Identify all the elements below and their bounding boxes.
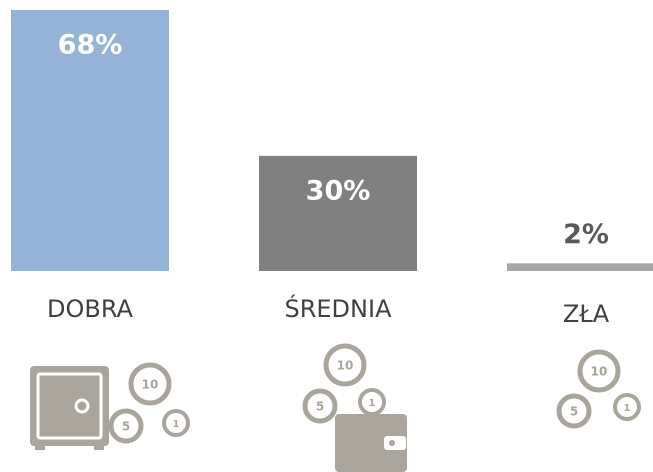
svg-text:5: 5 bbox=[122, 420, 130, 434]
icon-safe: 10 5 1 bbox=[30, 362, 190, 450]
svg-text:1: 1 bbox=[173, 419, 180, 430]
bar bbox=[507, 263, 653, 271]
bar bbox=[259, 155, 417, 271]
icon-wallet: 10 5 1 bbox=[302, 343, 407, 472]
value-label: 68% bbox=[58, 30, 123, 61]
value-label: 2% bbox=[563, 219, 609, 250]
svg-text:1: 1 bbox=[624, 403, 631, 414]
category-label: ZŁA bbox=[563, 300, 610, 328]
svg-text:1: 1 bbox=[369, 398, 376, 409]
value-label: 30% bbox=[306, 175, 371, 206]
svg-text:10: 10 bbox=[591, 365, 608, 379]
svg-text:10: 10 bbox=[337, 359, 354, 373]
svg-text:5: 5 bbox=[316, 400, 324, 414]
category-label: DOBRA bbox=[47, 295, 134, 323]
category-label: ŚREDNIA bbox=[284, 293, 392, 323]
icon-coins: 10 5 1 bbox=[556, 349, 641, 429]
svg-text:10: 10 bbox=[142, 378, 159, 392]
bar bbox=[11, 10, 169, 271]
svg-text:5: 5 bbox=[570, 405, 578, 419]
